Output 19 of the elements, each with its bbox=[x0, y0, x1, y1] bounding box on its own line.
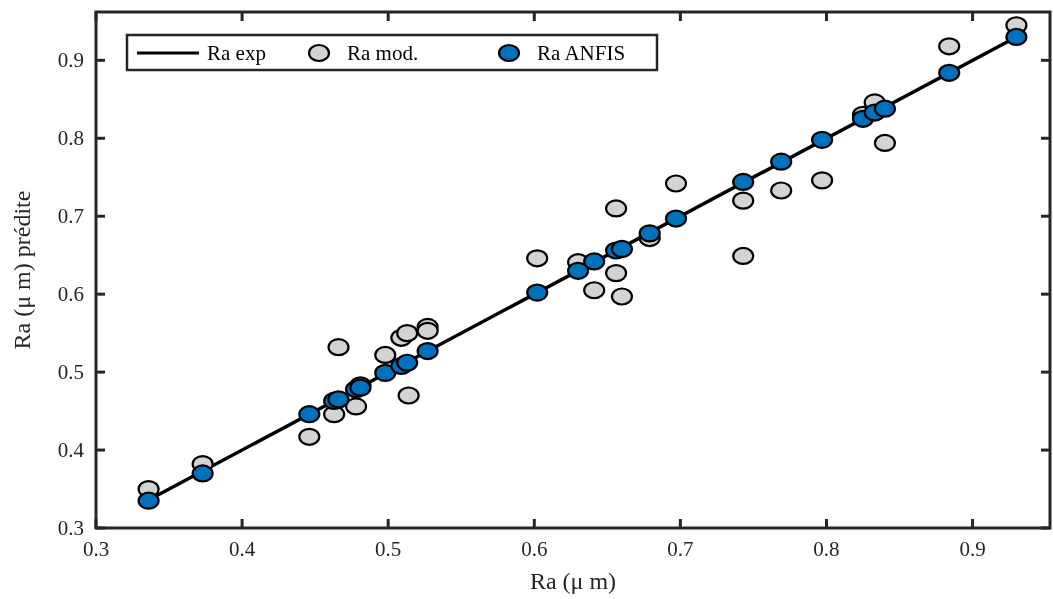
y-axis-title: Ra (μ m) prédite bbox=[9, 190, 35, 350]
x-tick-label: 0.8 bbox=[813, 537, 840, 561]
x-tick-label: 0.7 bbox=[667, 537, 694, 561]
y-tick-label: 0.6 bbox=[57, 282, 84, 307]
y-tick-label: 0.3 bbox=[57, 516, 84, 540]
y-tick-label: 0.8 bbox=[57, 126, 84, 151]
y-tick-label: 0.4 bbox=[57, 438, 85, 463]
x-tick-label: 0.3 bbox=[82, 537, 110, 561]
x-tick-label: 0.4 bbox=[228, 537, 256, 561]
legend-label: Ra ANFIS bbox=[537, 41, 626, 65]
y-tick-label: 0.7 bbox=[57, 204, 84, 229]
x-tick-label: 0.6 bbox=[521, 537, 548, 561]
y-tick-label: 0.5 bbox=[57, 360, 84, 385]
x-tick-label: 0.5 bbox=[375, 537, 402, 561]
legend-label: Ra mod. bbox=[347, 41, 419, 65]
y-tick-label: 0.9 bbox=[57, 48, 84, 73]
x-tick-label: 0.9 bbox=[959, 537, 986, 561]
x-axis-title: Ra (μ m) bbox=[529, 568, 617, 594]
legend-label: Ra exp bbox=[207, 41, 266, 65]
